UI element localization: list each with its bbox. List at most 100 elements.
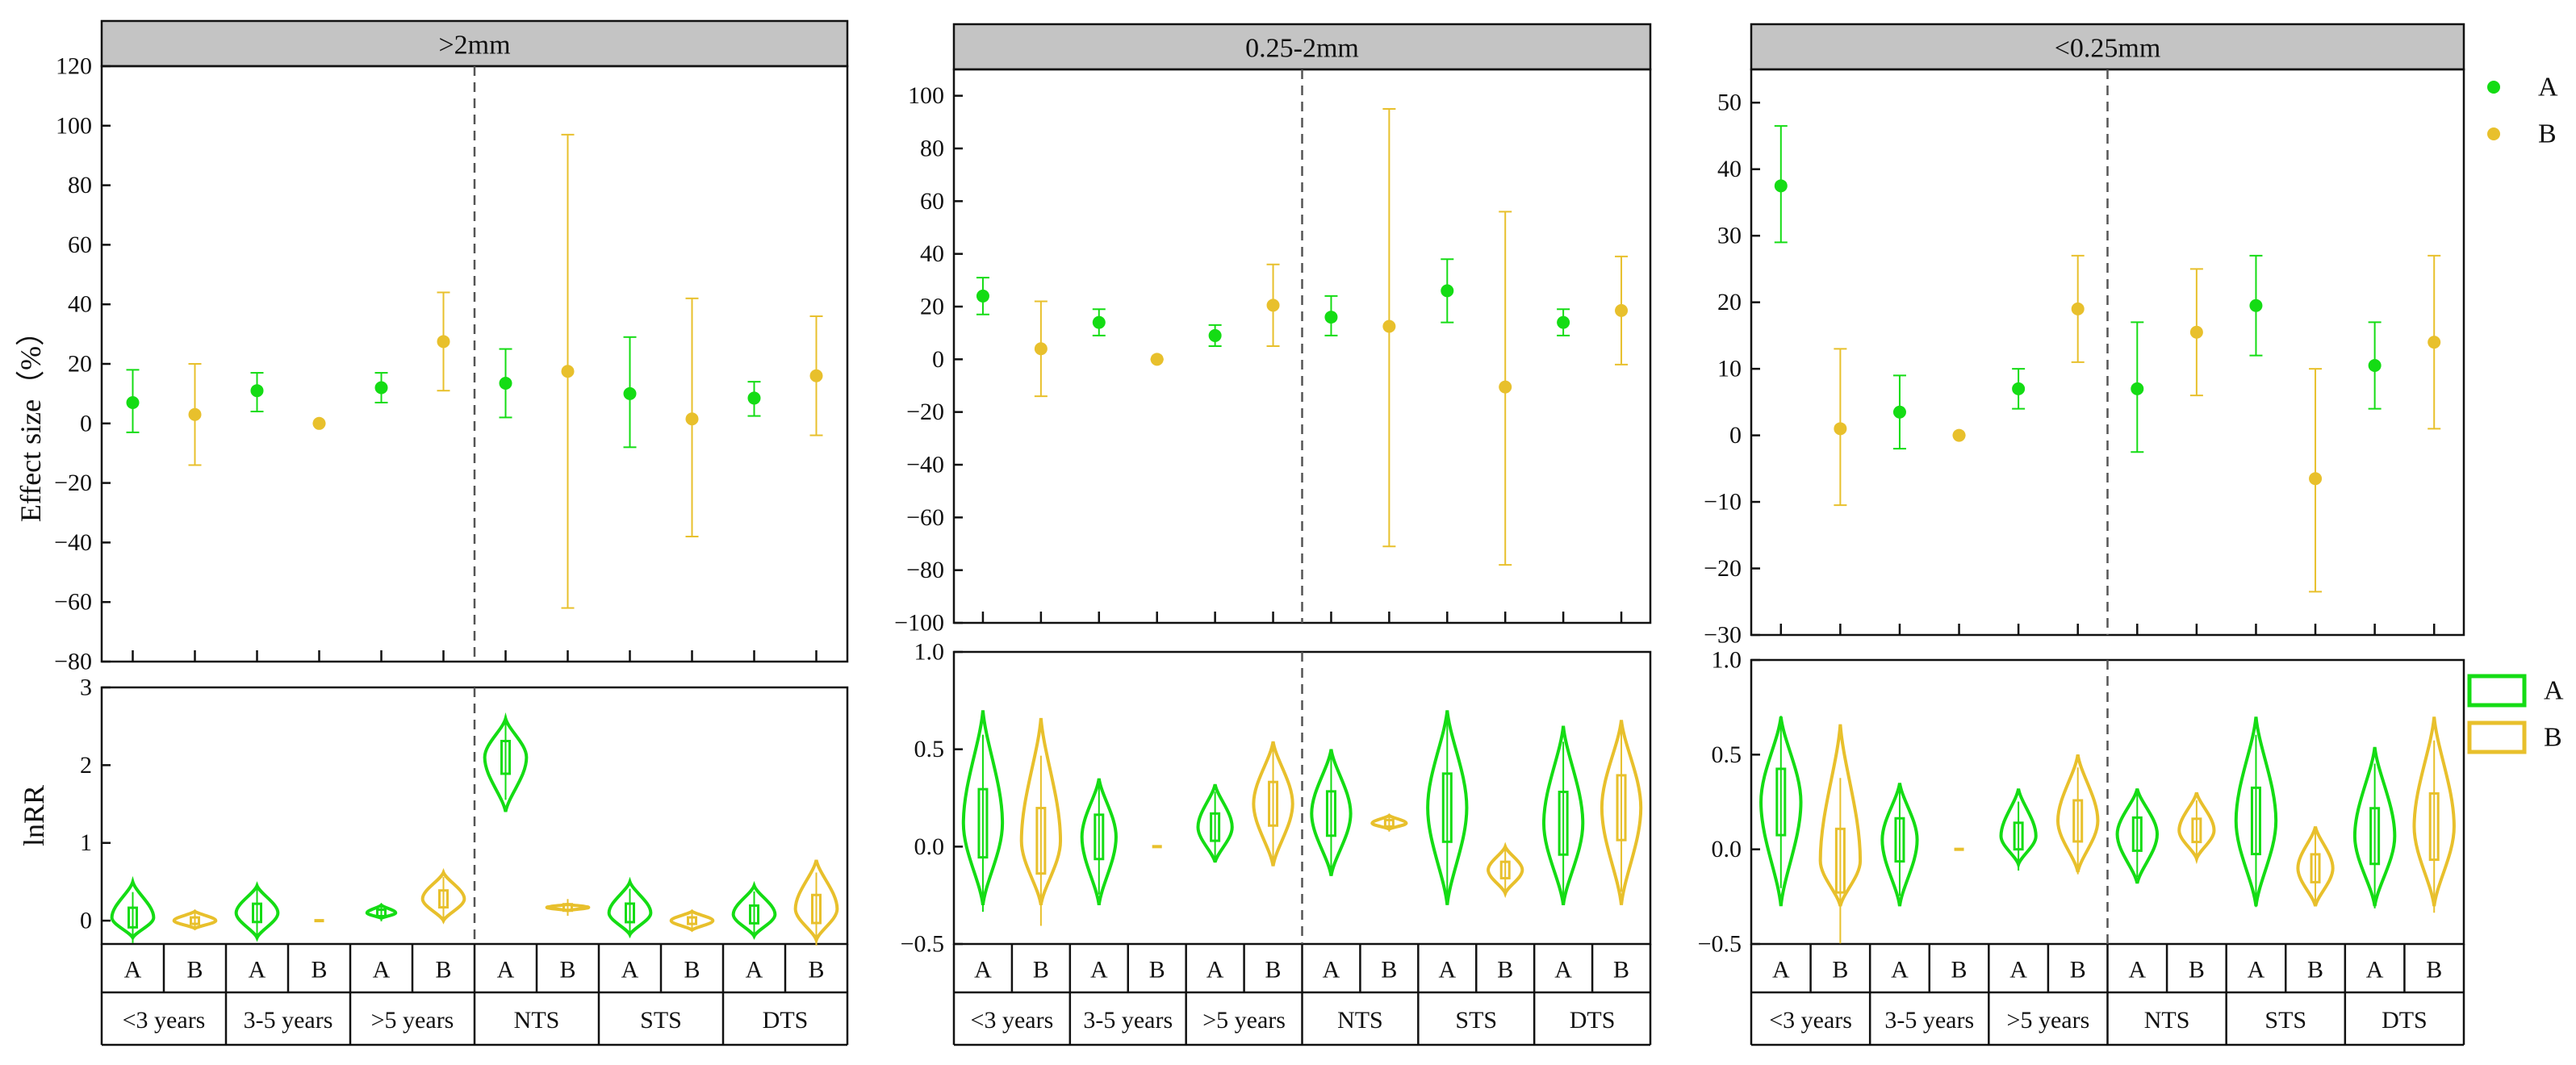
y-tick-label: −80 — [54, 649, 92, 675]
group-label: A — [124, 957, 142, 984]
group-label: B — [311, 957, 327, 984]
violin-y-tick-label: 1.0 — [1712, 647, 1742, 674]
violin-box-B — [438, 889, 449, 909]
violin-A — [1080, 778, 1118, 906]
mean-point-B — [437, 335, 450, 349]
violin-A — [483, 712, 529, 812]
mean-point-A — [374, 381, 388, 395]
y-axis-label: Effect size（%） — [15, 317, 47, 522]
violin-box-B — [1035, 807, 1047, 875]
y-tick-label: 20 — [1717, 289, 1742, 315]
y-tick-label: 80 — [68, 172, 92, 198]
panel-3: <0.25mm −30 −20 −10 0 10 20 30 40 50 −0.5 0.0 0.5 1.0… — [1698, 23, 2465, 1046]
y-tick-label: 60 — [68, 232, 92, 258]
y-tick-label: 120 — [56, 53, 92, 80]
violin-box-B — [811, 893, 822, 925]
group-label: A — [1206, 957, 1224, 984]
y-tick-label: 50 — [1717, 90, 1742, 116]
violin-box-A — [1325, 790, 1336, 837]
legend-label-A: A — [2538, 73, 2558, 102]
mean-point-B — [561, 365, 575, 378]
violin-A — [1880, 783, 1919, 907]
category-label: NTS — [2144, 1007, 2190, 1034]
y-tick-label: 60 — [920, 188, 944, 215]
group-label: A — [2128, 957, 2146, 984]
violin-y-tick-label: 0.0 — [1712, 836, 1742, 862]
y-tick-label: 0 — [80, 410, 92, 436]
violin-box-A — [376, 908, 387, 917]
legend-label-A: A — [2544, 676, 2564, 706]
y-tick-label: 0 — [1729, 422, 1742, 449]
violin-A — [234, 881, 280, 942]
violin-y-tick-label: 2 — [80, 752, 92, 779]
group-label: B — [559, 957, 575, 984]
group-label: A — [1090, 957, 1108, 984]
panel-title-bar — [952, 23, 1652, 71]
violin-box-A — [252, 902, 262, 924]
legend-label-B: B — [2544, 723, 2562, 753]
group-label: B — [1951, 957, 1968, 984]
mean-point-A — [2012, 382, 2026, 395]
violin-y-tick-label: 3 — [80, 674, 92, 701]
mean-point-A — [499, 376, 512, 390]
group-label: A — [2248, 957, 2265, 984]
mean-point-A — [1441, 284, 1454, 298]
violin-box-A — [2131, 816, 2143, 852]
group-label: B — [1613, 957, 1629, 984]
group-label: B — [2426, 957, 2442, 984]
violin-box-A — [1094, 813, 1105, 861]
category-label: <3 years — [123, 1007, 206, 1034]
group-label: A — [2366, 957, 2384, 984]
violin-y-axis-label: lnRR — [18, 785, 50, 846]
category-label: STS — [2264, 1007, 2306, 1034]
group-label: B — [1497, 957, 1513, 984]
group-label: A — [974, 957, 992, 984]
group-label: A — [1323, 957, 1340, 984]
violin-B — [1252, 741, 1294, 867]
mean-point-B — [2071, 302, 2085, 315]
mean-point-A — [1208, 328, 1222, 342]
group-label: B — [1381, 957, 1397, 984]
y-tick-label: −20 — [1704, 555, 1742, 582]
y-tick-label: 20 — [920, 294, 944, 320]
category-label: >5 years — [1202, 1007, 1286, 1034]
violin-box-A — [2013, 821, 2024, 851]
group-label: A — [249, 957, 266, 984]
group-label: B — [1033, 957, 1049, 984]
group-label: A — [746, 957, 763, 984]
y-tick-label: 80 — [920, 136, 944, 162]
category-label: <3 years — [971, 1007, 1054, 1034]
violin-box-B — [1499, 860, 1511, 879]
violin-box-B — [2072, 799, 2084, 843]
y-tick-label: −40 — [54, 529, 92, 556]
violin-box-B — [1268, 780, 1279, 827]
category-label: NTS — [514, 1007, 560, 1034]
y-tick-label: −100 — [894, 610, 944, 637]
mean-point-B — [2189, 325, 2203, 339]
group-label: B — [2307, 957, 2323, 984]
mean-point-B — [188, 407, 202, 421]
y-tick-label: 0 — [932, 346, 944, 373]
group-label: A — [621, 957, 639, 984]
group-label: A — [497, 957, 515, 984]
mean-point-A — [1324, 311, 1338, 324]
mean-point-B — [1952, 428, 1966, 442]
violin-box-B — [687, 916, 697, 925]
mean-point-B — [1382, 320, 1396, 333]
category-label: 3-5 years — [244, 1007, 333, 1034]
category-label: 3-5 years — [1083, 1007, 1173, 1034]
y-tick-label: 100 — [908, 82, 944, 109]
y-tick-label: 10 — [1717, 356, 1742, 382]
group-label: B — [1265, 957, 1282, 984]
mean-point-A — [1557, 315, 1570, 329]
violin-box-B — [2191, 817, 2202, 844]
panel-title: 0.25-2mm — [1245, 34, 1359, 64]
legend-swatch-A — [2467, 674, 2527, 708]
y-tick-label: −60 — [54, 589, 92, 616]
violin-A — [1310, 749, 1353, 876]
legend-marker-B — [2487, 127, 2500, 140]
group-label: B — [1149, 957, 1165, 984]
panel-title: <0.25mm — [2055, 34, 2161, 64]
violin-B — [669, 908, 715, 933]
